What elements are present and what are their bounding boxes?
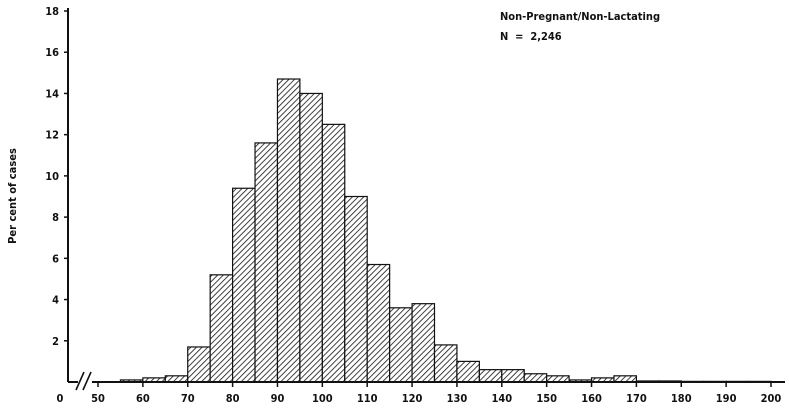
x-tick-label: 90 bbox=[271, 392, 285, 405]
histogram-bar bbox=[366, 263, 391, 383]
x-tick-label: 60 bbox=[136, 392, 150, 405]
histogram-bar bbox=[456, 360, 480, 383]
x-tick-label: 160 bbox=[581, 392, 602, 405]
bars-group bbox=[119, 78, 772, 383]
y-tick-label: 2 bbox=[52, 335, 59, 348]
x-tick-label: 120 bbox=[402, 392, 423, 405]
x-tick-label: 170 bbox=[626, 392, 647, 405]
y-tick-label: 10 bbox=[45, 170, 59, 183]
histogram-bar bbox=[232, 187, 256, 383]
histogram-bar bbox=[478, 369, 503, 383]
x-tick-label: 80 bbox=[226, 392, 240, 405]
x-tick-label: 200 bbox=[761, 392, 782, 405]
histogram-bar bbox=[276, 78, 301, 383]
y-tick-label: 4 bbox=[52, 294, 59, 307]
x-tick-label: 50 bbox=[91, 392, 105, 405]
histogram-bar bbox=[321, 123, 346, 383]
y-tick-label: 14 bbox=[45, 87, 59, 100]
x-axis-break-label: 0 bbox=[57, 392, 64, 405]
histogram-bar bbox=[344, 195, 368, 383]
histogram-bar bbox=[299, 92, 323, 383]
x-tick-label: 190 bbox=[716, 392, 737, 405]
y-tick-label: 6 bbox=[52, 252, 59, 265]
histogram-bar bbox=[389, 307, 413, 383]
x-ticks-group: 50 60 70 80 90 100 110 120 130 140 150 160 170 180 190… bbox=[91, 382, 781, 405]
histogram-bar bbox=[254, 142, 279, 383]
histogram-bar bbox=[411, 303, 436, 383]
y-ticks-group: 2 4 6 8 10 12 14 16 18 bbox=[45, 5, 68, 348]
y-tick-label: 16 bbox=[45, 46, 59, 59]
x-tick-label: 150 bbox=[536, 392, 557, 405]
y-axis-label: Per cent of cases bbox=[6, 148, 19, 244]
x-tick-label: 180 bbox=[671, 392, 692, 405]
annotation-line-1: Non-Pregnant/Non-Lactating bbox=[500, 10, 660, 23]
y-tick-label: 8 bbox=[52, 211, 59, 224]
y-tick-label: 12 bbox=[45, 129, 59, 142]
histogram-bar bbox=[501, 369, 525, 383]
histogram-bar bbox=[209, 274, 234, 383]
y-tick-label: 18 bbox=[45, 5, 59, 18]
x-tick-label: 100 bbox=[312, 392, 333, 405]
annotation-line-2: N = 2,246 bbox=[500, 30, 562, 43]
histogram-bar bbox=[433, 344, 458, 383]
axis-break-mark bbox=[75, 371, 92, 391]
x-tick-label: 130 bbox=[447, 392, 468, 405]
histogram-bar bbox=[523, 373, 548, 383]
x-tick-label: 110 bbox=[357, 392, 378, 405]
histogram-bar bbox=[187, 346, 211, 383]
x-tick-label: 140 bbox=[491, 392, 512, 405]
x-tick-label: 70 bbox=[181, 392, 195, 405]
